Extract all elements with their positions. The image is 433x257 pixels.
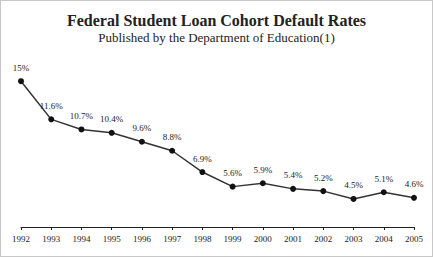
svg-text:11.6%: 11.6% [40,101,63,111]
svg-text:1999: 1999 [224,234,243,244]
svg-text:1992: 1992 [12,234,30,244]
svg-text:1998: 1998 [193,234,212,244]
svg-text:10.7%: 10.7% [70,111,94,121]
svg-text:1993: 1993 [42,234,61,244]
svg-text:9.6%: 9.6% [133,123,152,133]
svg-text:10.4%: 10.4% [100,114,124,124]
svg-text:5.1%: 5.1% [374,174,393,184]
svg-text:6.9%: 6.9% [193,154,212,164]
svg-text:2000: 2000 [254,234,273,244]
svg-text:4.6%: 4.6% [405,179,424,189]
svg-text:1995: 1995 [103,234,122,244]
svg-text:8.8%: 8.8% [163,132,182,142]
svg-text:5.9%: 5.9% [253,165,272,175]
svg-text:1994: 1994 [72,234,91,244]
svg-text:5.4%: 5.4% [284,170,303,180]
svg-text:2002: 2002 [314,234,332,244]
svg-text:2003: 2003 [345,234,364,244]
svg-text:4.5%: 4.5% [344,180,363,190]
svg-text:Federal Student Loan Cohort De: Federal Student Loan Cohort Default Rate… [67,12,366,29]
svg-text:1996: 1996 [133,234,152,244]
svg-text:15%: 15% [13,63,30,73]
svg-text:2001: 2001 [284,234,302,244]
svg-text:2005: 2005 [405,234,424,244]
svg-text:5.2%: 5.2% [314,173,333,183]
svg-text:5.6%: 5.6% [223,168,242,178]
svg-text:Published by the Department of: Published by the Department of Education… [98,30,334,45]
svg-text:2004: 2004 [375,234,394,244]
svg-text:1997: 1997 [163,234,182,244]
